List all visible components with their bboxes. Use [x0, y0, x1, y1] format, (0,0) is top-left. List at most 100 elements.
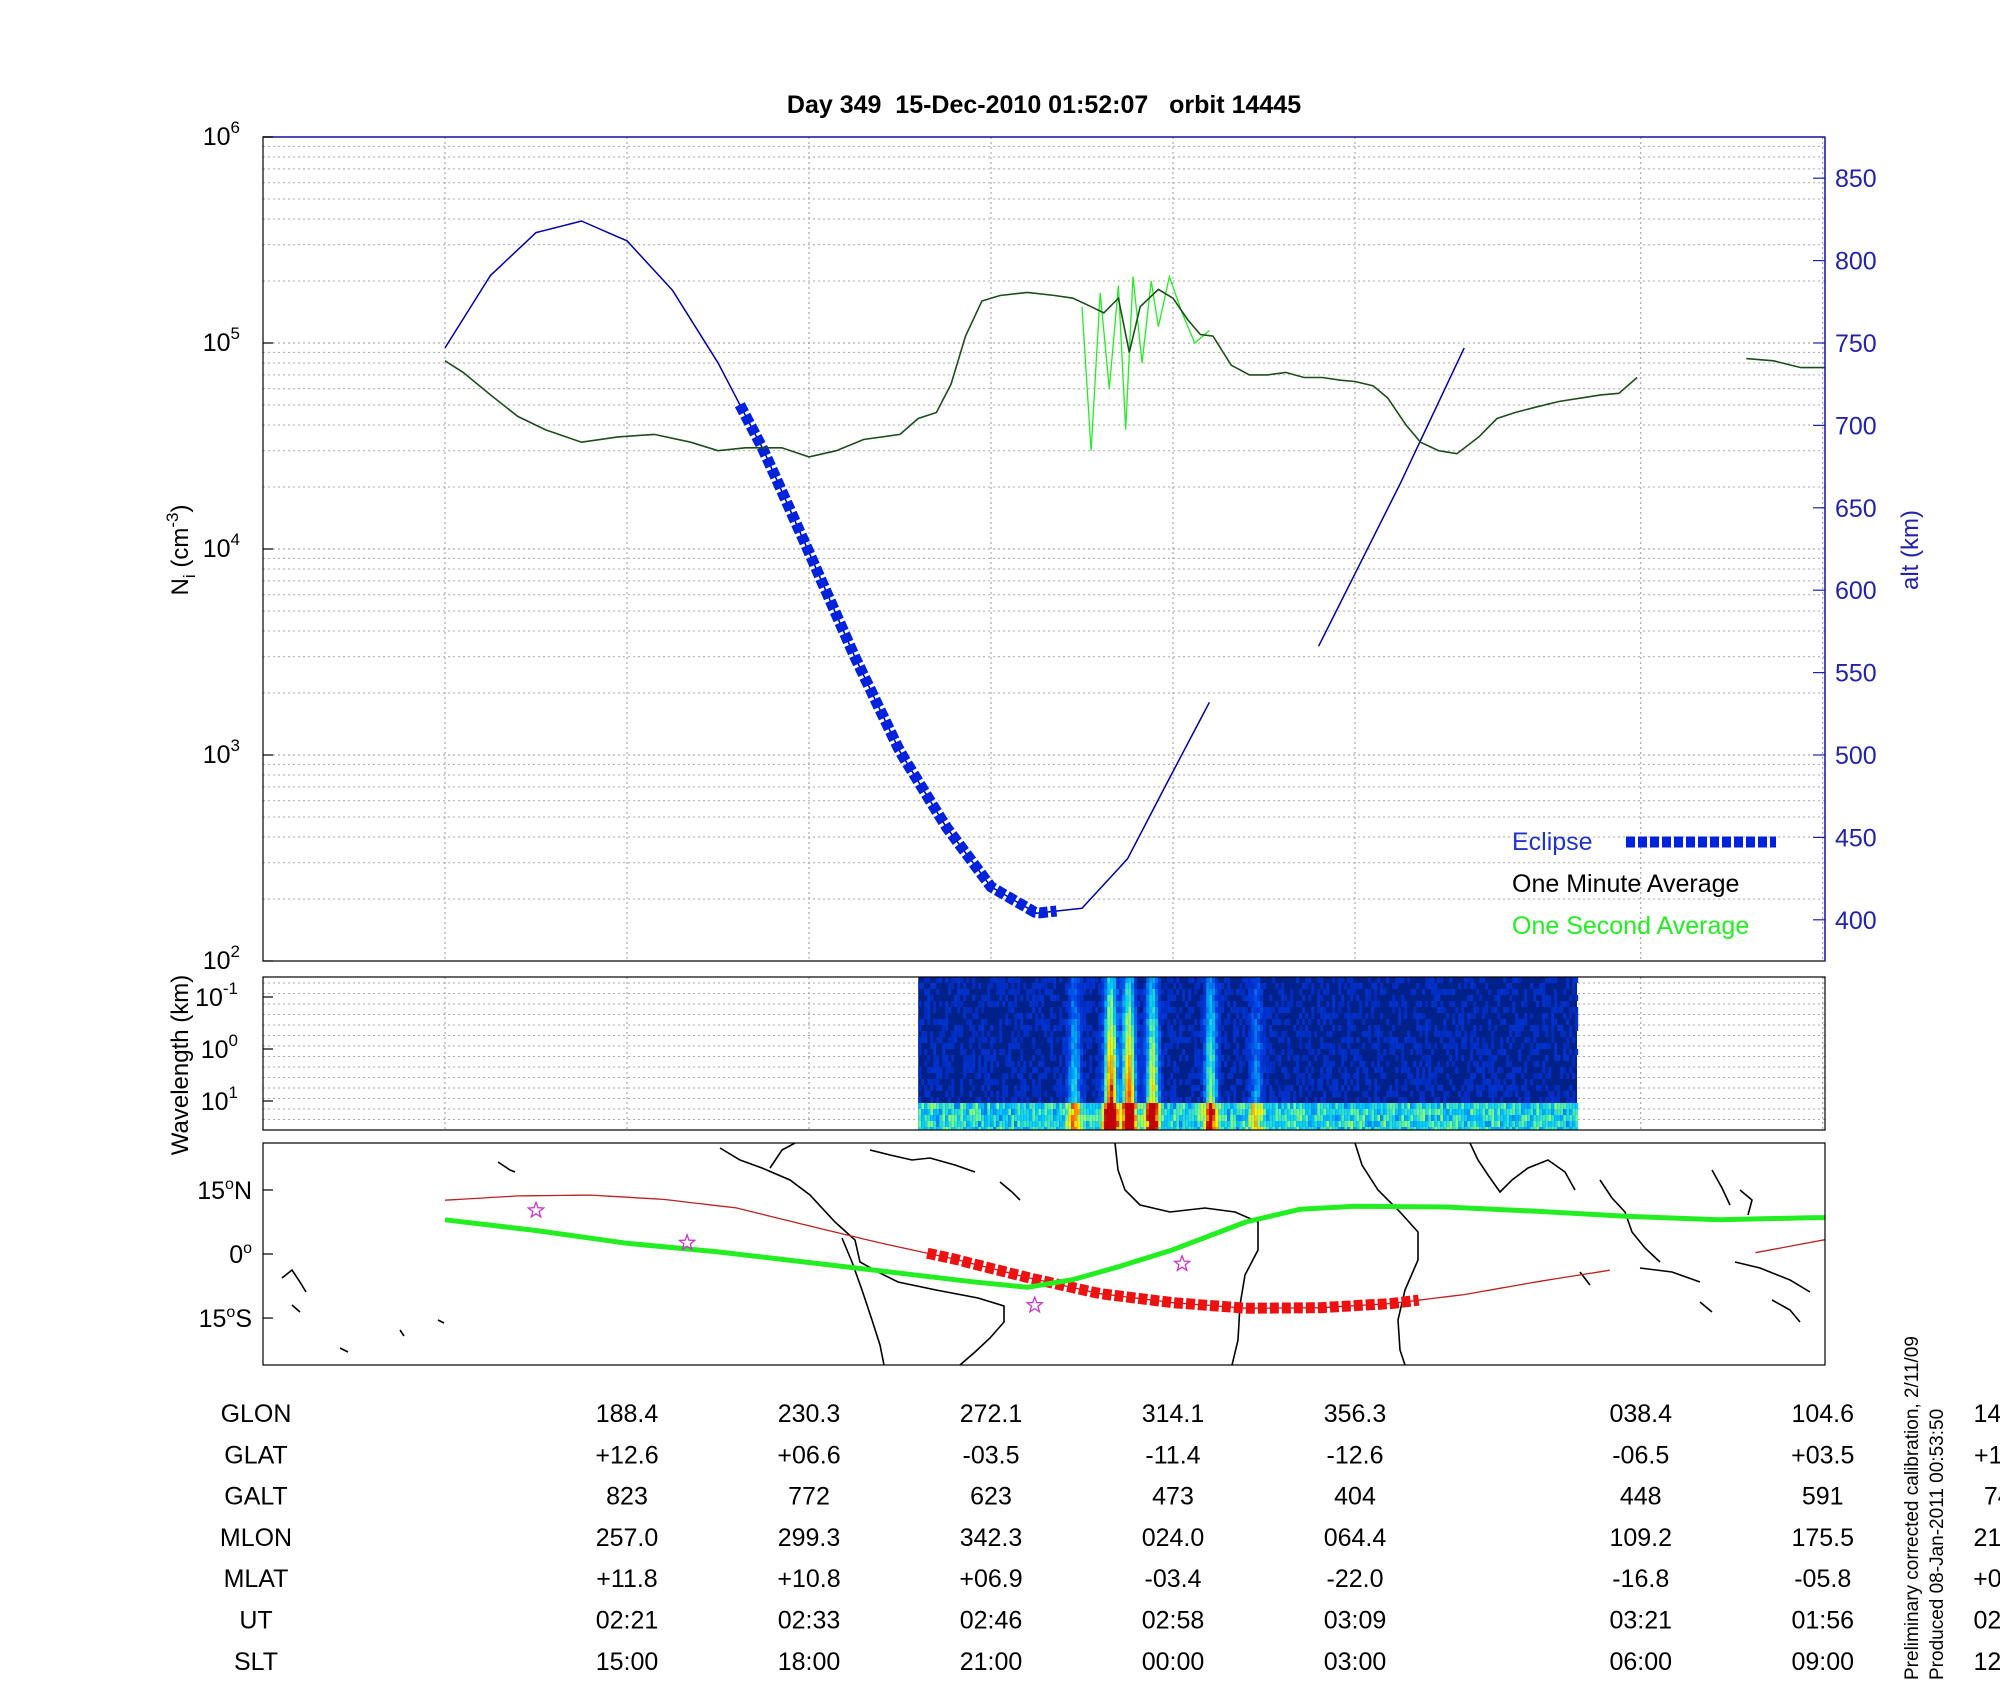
- latitude-tick-label: 15oS: [199, 1304, 252, 1333]
- table-cell: -12.6: [1327, 1441, 1384, 1469]
- one-minute-average-line-after-gap: [1746, 357, 1825, 369]
- table-cell: -03.4: [1145, 1565, 1202, 1593]
- table-cell: +12.6: [595, 1441, 658, 1469]
- table-cell: 02:08: [1973, 1607, 2000, 1635]
- table-cell: +03.5: [1791, 1441, 1854, 1469]
- table-cell: +11.4: [1974, 1441, 2000, 1469]
- table-cell: -06.5: [1612, 1441, 1669, 1469]
- altitude-y-label: alt (km): [1897, 510, 1924, 590]
- table-cell: 06:00: [1609, 1648, 1672, 1676]
- table-cell: 03:09: [1324, 1607, 1387, 1635]
- table-cell: 146.6: [1973, 1400, 2000, 1428]
- density-tick-label: 105: [203, 324, 240, 357]
- table-cell: -11.4: [1145, 1441, 1200, 1469]
- table-cell: 21:00: [960, 1648, 1023, 1676]
- table-cell: 216.7: [1973, 1524, 2000, 1552]
- table-cell: 230.3: [778, 1400, 841, 1428]
- altitude-tick-label: 400: [1835, 907, 1877, 935]
- altitude-y-ticks: 400 450 500 550 600 650 700 750 800 850: [1813, 165, 1877, 935]
- legend-one-minute: One Minute Average: [1512, 870, 1739, 898]
- density-y-ticks: 102 103 104 105 106: [203, 118, 273, 975]
- spectrogram-axes-box: [262, 976, 1826, 1131]
- station-star-icon: [1984, 1184, 1999, 1198]
- altitude-tick-label: 850: [1835, 165, 1877, 193]
- latitude-tick-label: 0o: [229, 1240, 252, 1269]
- table-cell: 448: [1620, 1483, 1662, 1511]
- table-cell: 299.3: [778, 1524, 841, 1552]
- table-cell: 591: [1802, 1483, 1844, 1511]
- station-star-icon: [1172, 1253, 1192, 1272]
- latitude-tick-label: 15oN: [197, 1176, 252, 1205]
- table-row-label: GLON: [221, 1400, 292, 1428]
- table-cell: +03.6: [1973, 1565, 2000, 1593]
- table-cell: 03:21: [1609, 1607, 1672, 1635]
- table-cell: 747: [1984, 1483, 2000, 1511]
- table-row-label: GALT: [224, 1483, 287, 1511]
- table-row-label: MLAT: [224, 1565, 289, 1593]
- table-cell: 356.3: [1324, 1400, 1387, 1428]
- station-star-icon: [526, 1200, 546, 1219]
- table-cell: 772: [788, 1483, 830, 1511]
- table-cell: 257.0: [596, 1524, 659, 1552]
- table-cell: 01:56: [1791, 1607, 1854, 1635]
- table-cell: 02:33: [778, 1607, 841, 1635]
- geographic-track-line: [444, 1194, 1610, 1309]
- table-cell: 342.3: [960, 1524, 1023, 1552]
- altitude-tick-label: 600: [1835, 577, 1877, 605]
- altitude-tick-label: 750: [1835, 330, 1877, 358]
- table-cell: 02:46: [960, 1607, 1023, 1635]
- spectrogram-heatmap: [918, 977, 1579, 1130]
- table-cell: 623: [970, 1483, 1012, 1511]
- wavelength-tick-label: 10-1: [195, 979, 238, 1012]
- wavelength-tick-label: 101: [201, 1083, 238, 1116]
- map-panel: 15oN 0o 15oS: [197, 1142, 1999, 1366]
- altitude-tick-label: 450: [1835, 824, 1877, 852]
- altitude-tick-label: 550: [1835, 660, 1877, 688]
- table-cell: 18:00: [778, 1648, 841, 1676]
- coastline-outlines: [281, 1143, 1811, 1365]
- footer-produced: Produced 08-Jan-2011 00:53:50: [1927, 1409, 1948, 1680]
- density-tick-label: 102: [203, 942, 240, 975]
- altitude-tick-label: 650: [1835, 495, 1877, 523]
- altitude-tick-label: 700: [1835, 412, 1877, 440]
- table-cell: +06.9: [959, 1565, 1022, 1593]
- station-star-icon: [1025, 1295, 1045, 1314]
- one-minute-average-line: [444, 288, 1638, 458]
- geographic-track-line-after-gap: [1755, 1239, 1825, 1254]
- magnetic-track-line: [444, 1203, 1825, 1290]
- density-tick-label: 106: [203, 118, 240, 151]
- density-tick-label: 103: [203, 736, 240, 769]
- station-markers: [526, 1184, 1999, 1314]
- table-row-label: UT: [239, 1607, 272, 1635]
- station-star-icon: [677, 1233, 697, 1251]
- table-cell: 15:00: [596, 1648, 659, 1676]
- footer-calibration: Preliminary corrected calibration, 2/11/…: [1902, 1336, 1923, 1680]
- table-row-label: GLAT: [224, 1441, 287, 1469]
- table-cell: 188.4: [596, 1400, 659, 1428]
- table-cell: 473: [1152, 1483, 1194, 1511]
- table-cell: -03.5: [963, 1441, 1020, 1469]
- legend-one-second: One Second Average: [1512, 912, 1749, 940]
- map-axes-box: [262, 1142, 1826, 1366]
- legend: Eclipse One Minute Average One Second Av…: [1512, 828, 1776, 940]
- table-cell: 109.2: [1609, 1524, 1672, 1552]
- table-cell: 314.1: [1142, 1400, 1205, 1428]
- table-cell: 064.4: [1324, 1524, 1387, 1552]
- geographic-track-eclipse: [926, 1247, 1420, 1314]
- table-cell: +11.8: [596, 1565, 657, 1593]
- one-second-average-line: [1081, 274, 1210, 451]
- table-cell: -22.0: [1327, 1565, 1384, 1593]
- table-cell: 175.5: [1791, 1524, 1854, 1552]
- table-cell: 02:21: [596, 1607, 659, 1635]
- table-cell: 03:00: [1324, 1648, 1387, 1676]
- spectrogram-panel: 10-1 100 101 Wavelength (km): [167, 975, 1826, 1155]
- altitude-line: [444, 220, 1211, 914]
- density-panel: 102 103 104 105 106 400 450 500 550 600 650 700 750…: [163, 118, 1924, 975]
- table-cell: -05.8: [1794, 1565, 1851, 1593]
- table-cell: -16.8: [1612, 1565, 1669, 1593]
- table-row-label: MLON: [220, 1524, 292, 1552]
- table-cell: 09:00: [1791, 1648, 1854, 1676]
- table-cell: 00:00: [1142, 1648, 1205, 1676]
- table-cell: 823: [606, 1483, 648, 1511]
- altitude-tick-label: 800: [1835, 248, 1877, 276]
